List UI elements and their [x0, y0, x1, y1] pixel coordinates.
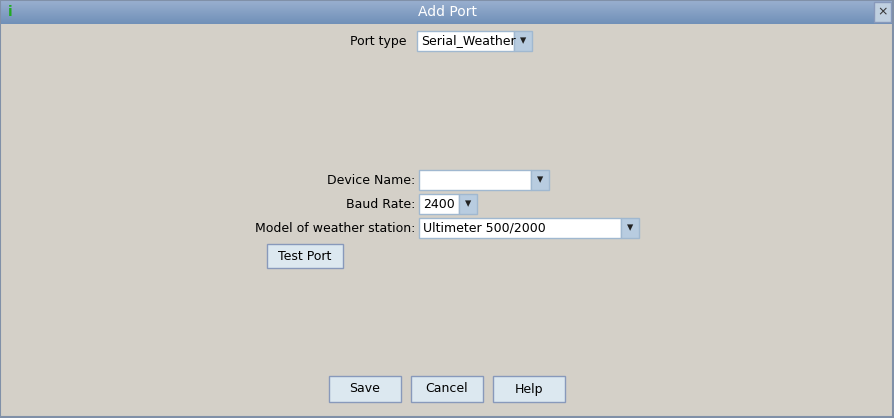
Text: ×: × [877, 5, 888, 18]
Text: Ultimeter 500/2000: Ultimeter 500/2000 [423, 222, 545, 234]
Text: Save: Save [350, 382, 381, 395]
Text: Baud Rate:: Baud Rate: [346, 197, 415, 211]
Text: ▾: ▾ [520, 35, 527, 48]
Text: Test Port: Test Port [278, 250, 332, 263]
FancyBboxPatch shape [493, 376, 565, 402]
FancyBboxPatch shape [531, 170, 549, 190]
FancyBboxPatch shape [874, 2, 891, 22]
Text: Port type: Port type [350, 35, 415, 48]
Text: Device Name:: Device Name: [326, 173, 415, 186]
FancyBboxPatch shape [419, 170, 531, 190]
FancyBboxPatch shape [419, 194, 459, 214]
FancyBboxPatch shape [329, 376, 401, 402]
FancyBboxPatch shape [267, 244, 343, 268]
Text: ▾: ▾ [465, 197, 471, 211]
FancyBboxPatch shape [621, 218, 639, 238]
Text: i: i [8, 5, 13, 19]
FancyBboxPatch shape [419, 218, 621, 238]
Text: Help: Help [515, 382, 544, 395]
Text: ▾: ▾ [627, 222, 633, 234]
FancyBboxPatch shape [514, 31, 532, 51]
FancyBboxPatch shape [459, 194, 477, 214]
Text: Model of weather station:: Model of weather station: [255, 222, 415, 234]
Text: 2400: 2400 [423, 197, 455, 211]
Text: Add Port: Add Port [417, 5, 477, 19]
FancyBboxPatch shape [417, 31, 514, 51]
Text: ▾: ▾ [537, 173, 544, 186]
Text: Serial_Weather: Serial_Weather [421, 35, 516, 48]
Text: Cancel: Cancel [426, 382, 468, 395]
FancyBboxPatch shape [411, 376, 483, 402]
